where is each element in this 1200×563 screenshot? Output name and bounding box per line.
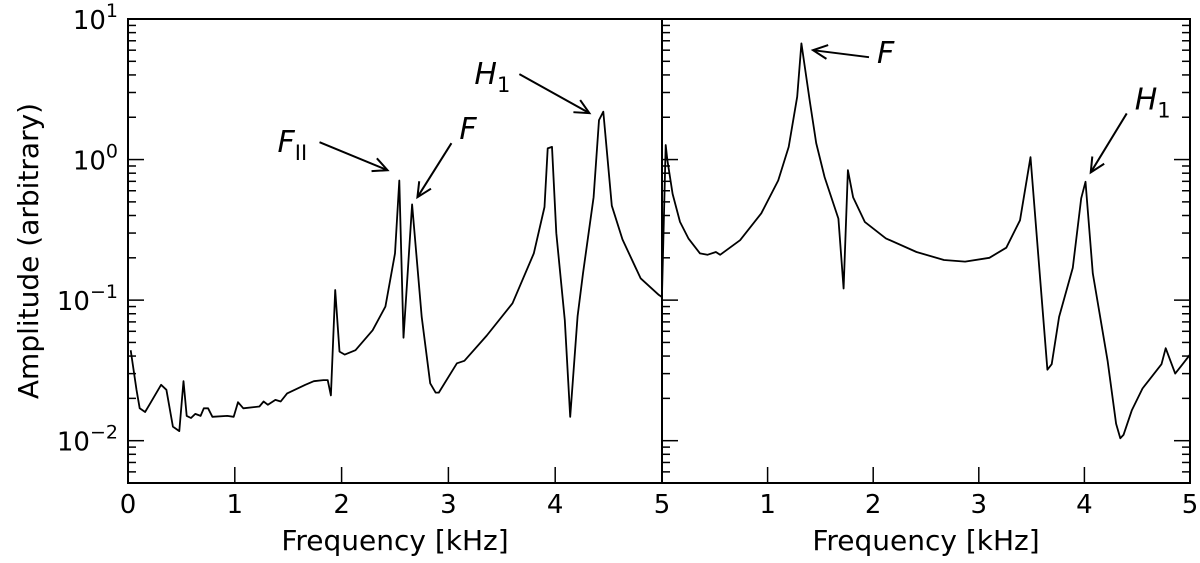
x-tick-label: 5 bbox=[654, 490, 671, 520]
arrow-head-icon bbox=[371, 157, 390, 173]
x-tick-label: 4 bbox=[1076, 490, 1093, 520]
annotation-symbol: F bbox=[877, 36, 895, 71]
annotation-arrow bbox=[812, 49, 870, 59]
y-tick-base: 10 bbox=[73, 147, 106, 177]
annotation-symbol: F bbox=[278, 125, 296, 160]
annotation-symbol: H bbox=[474, 57, 497, 92]
x-tick-label: 5 bbox=[1182, 490, 1199, 520]
y-tick-exponent: 1 bbox=[106, 0, 118, 22]
annotation-arrow bbox=[319, 141, 388, 172]
x-tick-label: 2 bbox=[333, 490, 350, 520]
x-tick-label: 3 bbox=[440, 490, 457, 520]
x-tick-label: 0 bbox=[120, 490, 137, 520]
annotation-arrow bbox=[1089, 112, 1128, 173]
arrow-head-icon bbox=[1089, 156, 1105, 175]
y-tick-base: 10 bbox=[57, 428, 90, 458]
y-tick-base: 10 bbox=[57, 287, 90, 317]
y-axis-label: Amplitude (arbitrary) bbox=[12, 103, 45, 399]
y-tick-label: 100 bbox=[73, 141, 118, 177]
annotation-arrow bbox=[416, 142, 453, 198]
arrow-head-icon bbox=[416, 181, 432, 200]
annotation-label: F bbox=[459, 112, 477, 147]
y-tick-base: 10 bbox=[73, 6, 106, 36]
annotation-label: H1 bbox=[1135, 82, 1171, 122]
annotation-arrow bbox=[518, 73, 590, 114]
annotation-subscript: 1 bbox=[497, 73, 510, 97]
arrow-head-icon bbox=[573, 99, 592, 115]
plot-frame bbox=[661, 18, 1191, 484]
x-tick-label: 3 bbox=[971, 490, 988, 520]
y-tick-label: 101 bbox=[73, 0, 118, 36]
y-tick-exponent: 0 bbox=[106, 141, 118, 163]
annotation-label: H1 bbox=[474, 57, 510, 97]
annotation-symbol: F bbox=[459, 112, 477, 147]
annotation-subscript: 1 bbox=[1157, 98, 1170, 122]
x-tick-label: 2 bbox=[865, 490, 882, 520]
x-tick-label: 4 bbox=[547, 490, 564, 520]
series-line bbox=[129, 110, 662, 433]
x-axis-label-right: Frequency [kHz] bbox=[812, 524, 1039, 557]
annotation-symbol: H bbox=[1135, 82, 1158, 117]
x-axis-label-left: Frequency [kHz] bbox=[281, 524, 508, 557]
annotation-label: F bbox=[877, 36, 895, 71]
y-tick-label: 10−1 bbox=[57, 281, 118, 317]
annotation-subscript: II bbox=[295, 141, 307, 165]
y-tick-label: 10−2 bbox=[57, 422, 118, 458]
x-tick-label: 1 bbox=[227, 490, 244, 520]
arrow-head-icon bbox=[810, 44, 829, 60]
y-tick-exponent: −1 bbox=[90, 281, 118, 303]
y-tick-exponent: −2 bbox=[90, 422, 118, 444]
x-tick-label: 1 bbox=[759, 490, 776, 520]
series-line bbox=[662, 42, 1190, 440]
annotation-label: FII bbox=[278, 125, 308, 165]
